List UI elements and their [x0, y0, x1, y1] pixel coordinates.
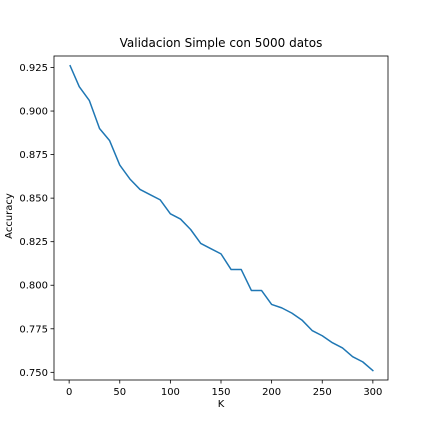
- axes-frame: [53, 55, 389, 381]
- y-tick-label: 0.800: [19, 281, 48, 292]
- y-tick-label: 0.900: [19, 107, 48, 118]
- y-axis-ticks: 0.750 0.775 0.800 0.825 0.850 0.875 0.900 0.925: [19, 63, 54, 379]
- y-axis-label: Accuracy: [4, 193, 15, 239]
- x-tick-label: 100: [161, 387, 180, 398]
- x-tick-label: 150: [211, 387, 230, 398]
- x-tick-label: 200: [262, 387, 281, 398]
- x-tick-label: 250: [313, 387, 332, 398]
- y-tick-label: 0.825: [19, 237, 48, 248]
- x-tick-label: 300: [363, 387, 382, 398]
- x-tick-label: 50: [113, 387, 126, 398]
- y-tick-label: 0.750: [19, 368, 48, 379]
- x-axis-label: K: [218, 399, 225, 410]
- plot-area: [69, 64, 374, 372]
- chart-title: Validacion Simple con 5000 datos: [120, 36, 323, 50]
- x-tick-label: 0: [66, 387, 72, 398]
- accuracy-line: [69, 64, 374, 372]
- y-tick-label: 0.775: [19, 324, 48, 335]
- y-tick-label: 0.925: [19, 63, 48, 74]
- x-axis-ticks: 0 50 100 150 200 250 300: [66, 380, 382, 398]
- y-tick-label: 0.875: [19, 150, 48, 161]
- y-tick-label: 0.850: [19, 194, 48, 205]
